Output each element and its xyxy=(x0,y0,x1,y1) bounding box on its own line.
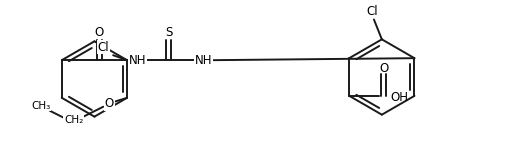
Text: CH₂: CH₂ xyxy=(64,115,83,125)
Text: NH: NH xyxy=(195,54,212,67)
Text: O: O xyxy=(95,26,104,39)
Text: OH: OH xyxy=(391,91,409,104)
Text: CH₃: CH₃ xyxy=(31,101,50,111)
Text: O: O xyxy=(379,62,388,75)
Text: Cl: Cl xyxy=(97,41,109,54)
Text: Cl: Cl xyxy=(366,5,378,18)
Text: O: O xyxy=(104,97,114,110)
Text: S: S xyxy=(165,26,172,39)
Text: NH: NH xyxy=(128,54,146,67)
